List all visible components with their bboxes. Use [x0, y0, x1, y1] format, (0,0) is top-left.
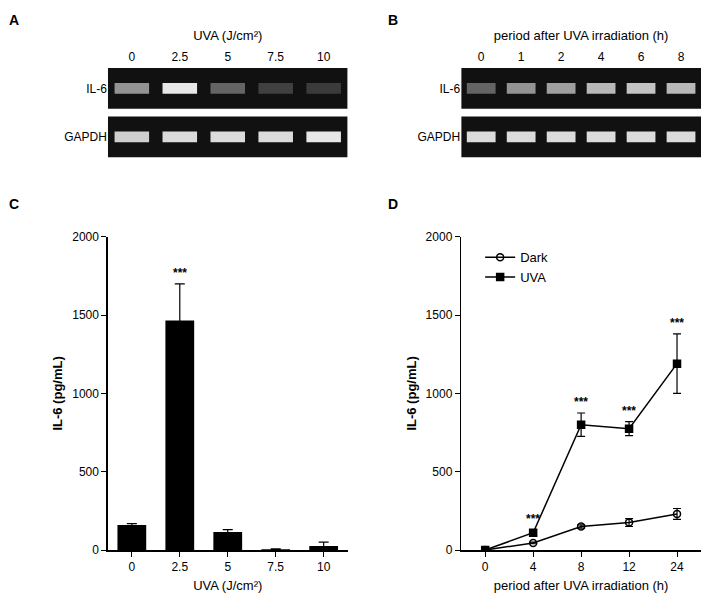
svg-text:8: 8 — [578, 560, 585, 574]
svg-text:period after UVA irradiation (: period after UVA irradiation (h) — [494, 28, 669, 43]
svg-text:4: 4 — [598, 50, 605, 64]
svg-text:1500: 1500 — [72, 308, 99, 322]
svg-text:UVA: UVA — [520, 270, 546, 285]
svg-text:8: 8 — [678, 50, 685, 64]
svg-text:10: 10 — [317, 50, 331, 64]
svg-text:period after UVA irradiation (: period after UVA irradiation (h) — [494, 578, 669, 593]
svg-text:***: *** — [622, 404, 636, 418]
svg-text:***: *** — [574, 395, 588, 409]
svg-text:2.5: 2.5 — [171, 50, 188, 64]
svg-text:***: *** — [526, 512, 540, 526]
svg-text:0: 0 — [92, 543, 99, 557]
svg-text:0: 0 — [446, 543, 453, 557]
svg-text:1000: 1000 — [72, 387, 99, 401]
svg-text:2000: 2000 — [426, 230, 453, 244]
svg-text:UVA (J/cm²): UVA (J/cm²) — [193, 28, 262, 43]
svg-text:7.5: 7.5 — [267, 560, 284, 574]
svg-text:1: 1 — [518, 50, 525, 64]
svg-text:2000: 2000 — [72, 230, 99, 244]
svg-text:500: 500 — [432, 465, 452, 479]
svg-text:A: A — [9, 12, 19, 28]
svg-text:GAPDH: GAPDH — [64, 130, 107, 144]
svg-text:6: 6 — [638, 50, 645, 64]
svg-text:Dark: Dark — [520, 250, 548, 265]
svg-text:***: *** — [173, 266, 187, 280]
svg-text:C: C — [9, 196, 19, 212]
svg-text:IL-6 (pg/mL): IL-6 (pg/mL) — [50, 356, 65, 430]
svg-text:1000: 1000 — [426, 387, 453, 401]
svg-text:12: 12 — [622, 560, 636, 574]
svg-text:IL-6: IL-6 — [86, 82, 107, 96]
svg-text:IL-6 (pg/mL): IL-6 (pg/mL) — [404, 356, 419, 430]
svg-text:UVA (J/cm²): UVA (J/cm²) — [193, 578, 262, 593]
svg-text:2: 2 — [558, 50, 565, 64]
svg-text:7.5: 7.5 — [267, 50, 284, 64]
svg-text:5: 5 — [224, 560, 231, 574]
svg-text:0: 0 — [478, 50, 485, 64]
svg-text:0: 0 — [482, 560, 489, 574]
svg-text:0: 0 — [128, 560, 135, 574]
svg-text:GAPDH: GAPDH — [418, 130, 461, 144]
svg-text:2.5: 2.5 — [171, 560, 188, 574]
svg-text:IL-6: IL-6 — [440, 82, 461, 96]
svg-text:4: 4 — [530, 560, 537, 574]
svg-text:24: 24 — [670, 560, 684, 574]
svg-text:5: 5 — [224, 50, 231, 64]
svg-text:0: 0 — [128, 50, 135, 64]
svg-text:1500: 1500 — [426, 308, 453, 322]
svg-text:500: 500 — [79, 465, 99, 479]
svg-text:D: D — [388, 196, 398, 212]
svg-text:B: B — [388, 12, 398, 28]
svg-text:10: 10 — [317, 560, 331, 574]
svg-text:***: *** — [670, 316, 684, 330]
